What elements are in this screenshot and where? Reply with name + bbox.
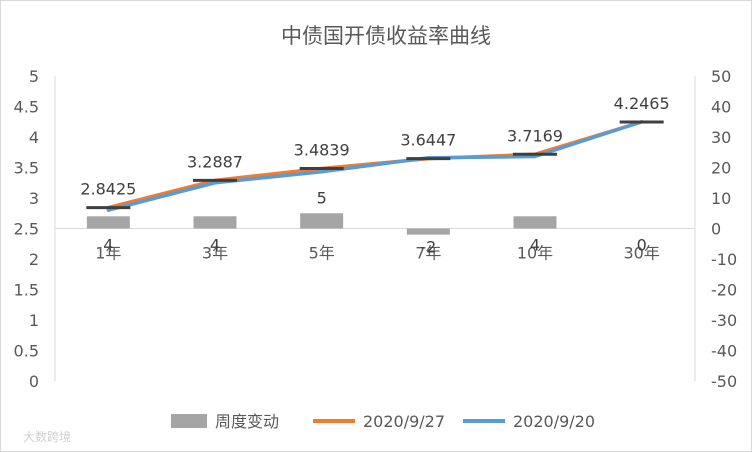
left-axis-tick-label: 2 — [29, 250, 39, 269]
legend-label-2: 2020/9/20 — [513, 412, 595, 431]
right-axis-tick-label: -10 — [711, 250, 737, 269]
category-label: 5年 — [309, 244, 335, 263]
right-axis-tick-label: 20 — [711, 159, 731, 178]
right-axis-tick-label: 10 — [711, 189, 731, 208]
series-line-1 — [106, 120, 644, 212]
line-data-label: 4.2465 — [614, 94, 670, 113]
line-data-label: 2.8425 — [80, 180, 136, 199]
bar-data-label: 4 — [103, 236, 113, 255]
left-axis-tick-label: 1.5 — [14, 281, 39, 300]
watermark: 大数跨境 — [23, 429, 71, 444]
legend-label-1: 2020/9/27 — [363, 412, 445, 431]
plot-area: 00.511.522.533.544.55-50-40-30-20-100102… — [14, 67, 738, 391]
bar-data-label: 0 — [637, 236, 647, 255]
weekly-change-bar — [406, 228, 450, 235]
category-label: 7年 — [415, 244, 441, 263]
weekly-change-bar — [193, 216, 237, 229]
right-axis-tick-label: 0 — [711, 220, 721, 239]
right-axis-tick-label: 50 — [711, 67, 731, 86]
left-axis-tick-label: 4.5 — [14, 98, 39, 117]
left-axis-tick-label: 4 — [29, 128, 39, 147]
line-data-label: 3.2887 — [187, 152, 243, 171]
weekly-change-bar — [513, 216, 557, 229]
left-axis-tick-label: 3 — [29, 189, 39, 208]
left-axis-tick-label: 0.5 — [14, 342, 39, 361]
bar-data-label: -2 — [420, 238, 436, 257]
line-data-label: 3.4839 — [294, 140, 350, 159]
left-axis-tick-label: 1 — [29, 311, 39, 330]
weekly-change-bar — [300, 213, 344, 229]
bar-data-label: 4 — [530, 236, 540, 255]
right-axis-tick-label: 40 — [711, 98, 731, 117]
left-axis-tick-label: 0 — [29, 372, 39, 391]
right-axis-tick-label: -30 — [711, 311, 737, 330]
chart-title: 中债国开债收益率曲线 — [281, 24, 491, 48]
category-label: 3年 — [202, 244, 228, 263]
legend-swatch-bar — [171, 414, 207, 428]
left-axis-tick-label: 5 — [29, 67, 39, 86]
line-data-label: 3.7169 — [507, 126, 563, 145]
bar-data-label: 4 — [210, 236, 220, 255]
bar-data-label: 5 — [317, 188, 327, 207]
category-label: 10年 — [517, 244, 553, 263]
right-axis-tick-label: -40 — [711, 342, 737, 361]
legend: 周度变动 2020/9/27 2020/9/20 — [171, 412, 595, 431]
right-axis-tick-label: -20 — [711, 281, 737, 300]
right-axis-tick-label: -50 — [711, 372, 737, 391]
line-data-label: 3.6447 — [400, 131, 456, 150]
legend-label-0: 周度变动 — [215, 412, 279, 431]
right-axis-tick-label: 30 — [711, 128, 731, 147]
weekly-change-bar — [86, 216, 130, 229]
category-label: 30年 — [623, 244, 659, 263]
left-axis-tick-label: 2.5 — [14, 220, 39, 239]
category-label: 1年 — [95, 244, 121, 263]
left-axis-tick-label: 3.5 — [14, 159, 39, 178]
